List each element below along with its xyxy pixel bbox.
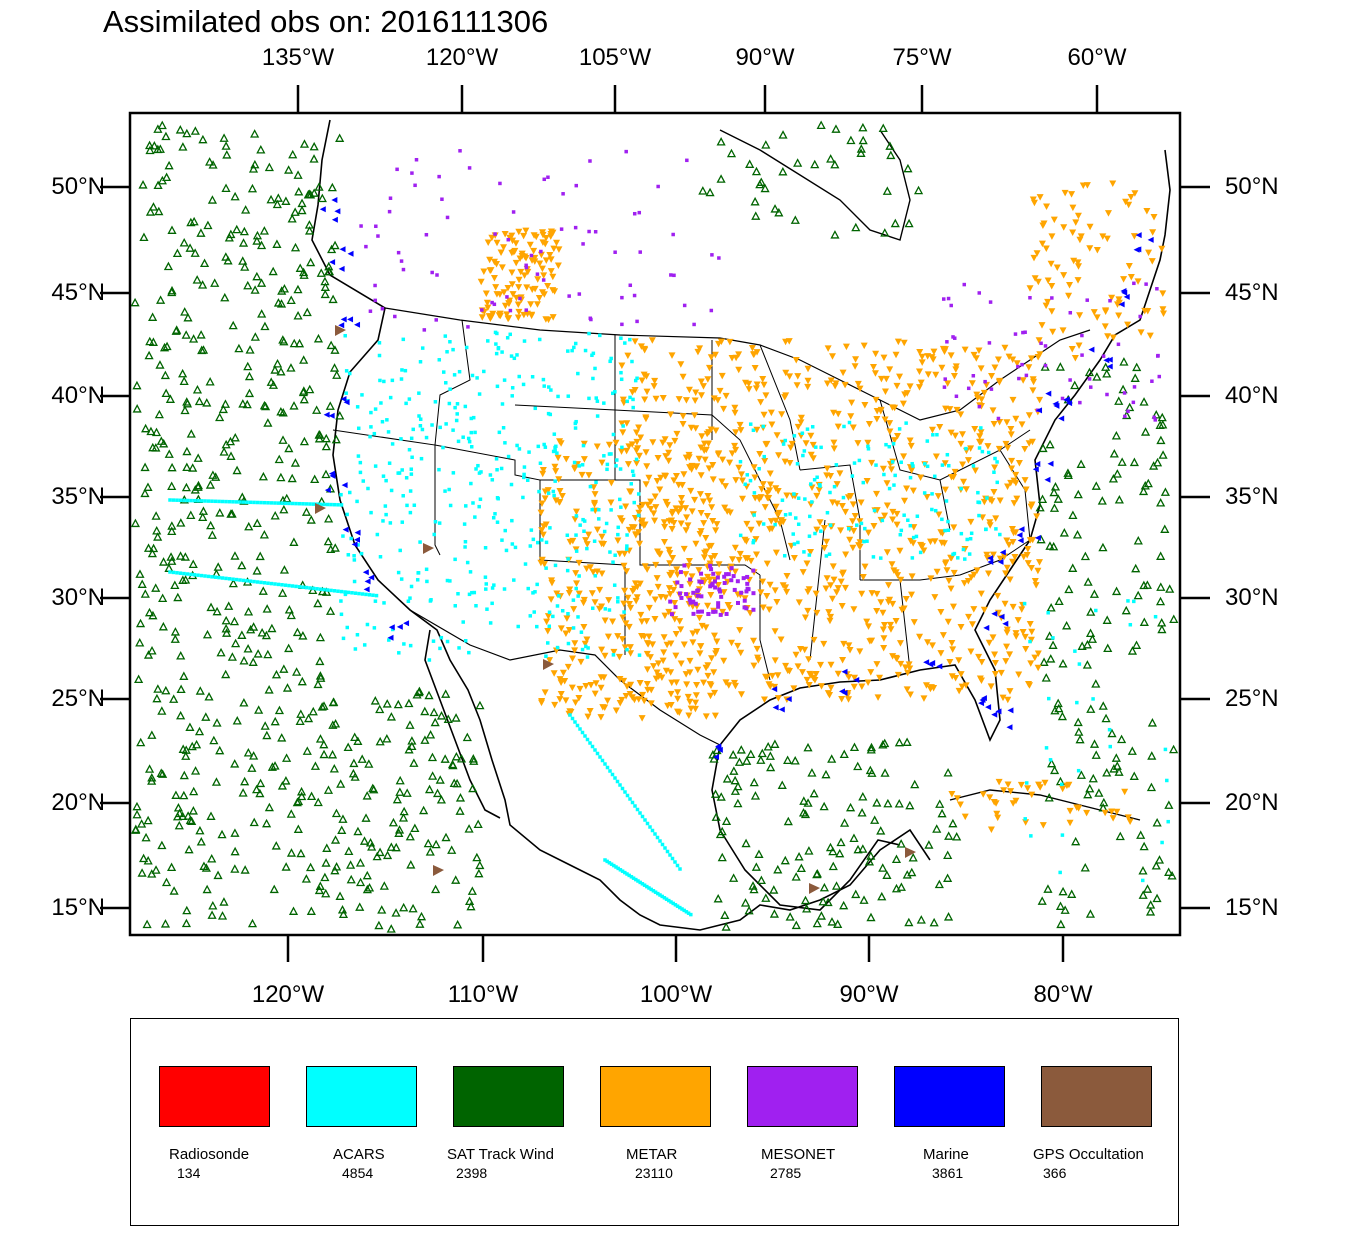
tick-label: 25°N (51, 685, 105, 712)
legend: Radiosonde 134 ACARS 4854 SAT Track Wind… (130, 1018, 1179, 1226)
tick-label: 50°N (51, 173, 105, 200)
tick-label: 50°N (1225, 173, 1279, 200)
tick-label: 30°N (51, 584, 105, 611)
legend-label: GPS Occultation (1033, 1146, 1144, 1163)
gulf-coast (719, 149, 1171, 746)
tick-label: 30°N (1225, 584, 1279, 611)
legend-swatch (894, 1066, 1005, 1127)
legend-item-marine: Marine 3861 (866, 1019, 1016, 1227)
coastline (311, 119, 931, 931)
tick-label: 75°W (892, 44, 952, 71)
tick-label: 80°W (1033, 981, 1093, 1008)
legend-count: 134 (177, 1165, 201, 1181)
tick-label: 90°W (839, 981, 899, 1008)
legend-count: 4854 (342, 1165, 374, 1181)
legend-label: SAT Track Wind (447, 1146, 554, 1163)
tick-label: 25°N (1225, 685, 1279, 712)
legend-item-acars: ACARS 4854 (278, 1019, 428, 1227)
legend-count: 2785 (770, 1165, 802, 1181)
tick-label: 35°N (51, 483, 105, 510)
us-mexico-border (409, 609, 721, 746)
legend-label: METAR (626, 1146, 678, 1163)
legend-count: 23110 (635, 1165, 673, 1181)
legend-swatch (747, 1066, 858, 1127)
legend-swatch (1041, 1066, 1152, 1127)
legend-count: 3861 (932, 1165, 964, 1181)
tick-label: 15°N (51, 894, 105, 921)
legend-item-sat-track-wind: SAT Track Wind 2398 (425, 1019, 575, 1227)
legend-item-gps-occultation: GPS Occultation 366 (1013, 1019, 1163, 1227)
legend-label: MESONET (761, 1146, 836, 1163)
tick-label: 135°W (261, 44, 335, 71)
tick-label: 110°W (447, 981, 519, 1008)
tick-label: 60°W (1067, 44, 1127, 71)
tick-label: 35°N (1225, 483, 1279, 510)
legend-label: Radiosonde (169, 1146, 250, 1163)
map-title: Assimilated obs on: 2016111306 (103, 4, 549, 39)
tick-label: 40°N (51, 382, 105, 409)
hudson-bay (719, 129, 911, 241)
baja-coast (424, 629, 501, 819)
mexico-gulf-coast (711, 744, 901, 911)
legend-count: 2398 (456, 1165, 488, 1181)
tick-label: 45°N (1225, 279, 1279, 306)
tick-label: 20°N (51, 789, 105, 816)
tick-label: 40°N (1225, 382, 1279, 409)
tick-label: 120°W (425, 44, 499, 71)
tick-label: 120°W (251, 981, 325, 1008)
canada-border (384, 307, 1091, 421)
tick-label: 100°W (639, 981, 713, 1008)
tick-label: 45°N (51, 279, 105, 306)
legend-swatch (159, 1066, 270, 1127)
legend-item-metar: METAR 23110 (572, 1019, 722, 1227)
legend-swatch (600, 1066, 711, 1127)
tick-label: 15°N (1225, 894, 1279, 921)
observation-map (100, 85, 1210, 962)
axis-tick-marks (100, 85, 1210, 962)
legend-item-mesonet: MESONET 2785 (719, 1019, 869, 1227)
map-frame (128, 111, 1182, 937)
observation-markers (130, 120, 1179, 933)
legend-swatch (306, 1066, 417, 1127)
legend-item-radiosonde: Radiosonde 134 (131, 1019, 281, 1227)
tick-label: 90°W (735, 44, 795, 71)
legend-swatch (453, 1066, 564, 1127)
tick-label: 20°N (1225, 789, 1279, 816)
tick-label: 105°W (578, 44, 652, 71)
legend-count: 366 (1043, 1165, 1067, 1181)
legend-label: Marine (923, 1146, 969, 1163)
legend-label: ACARS (333, 1146, 385, 1163)
